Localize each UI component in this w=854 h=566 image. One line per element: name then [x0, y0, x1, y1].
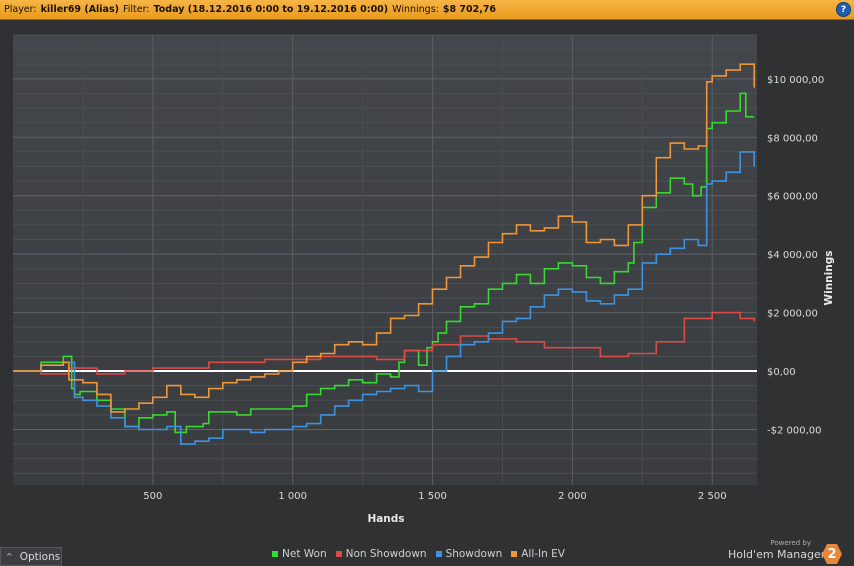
help-icon[interactable]: ? — [837, 3, 850, 16]
player-label: Player: — [4, 4, 37, 15]
legend-label: All-In EV — [521, 548, 565, 560]
legend-item[interactable]: All-In EV — [511, 548, 565, 560]
series-line-showdown — [13, 151, 755, 445]
series-line-net-won — [13, 92, 755, 434]
y-tick-label: $4 000,00 — [767, 250, 818, 261]
plot-area — [13, 35, 757, 485]
info-bar: Player: killer69 (Alias) Filter: Today (… — [0, 0, 854, 20]
legend-swatch — [272, 551, 278, 557]
player-name: killer69 (Alias) — [40, 4, 119, 15]
legend-swatch — [435, 551, 442, 557]
x-axis-title: Hands — [367, 513, 404, 525]
series-line-non-showdown — [13, 311, 755, 375]
x-axis-ticks: 500 1 000 1 500 2 000 2 500 — [143, 491, 726, 502]
x-tick-label: 1 500 — [418, 491, 447, 502]
x-tick-label: 2 500 — [698, 491, 727, 502]
brand-badge-icon: 2 — [822, 544, 842, 564]
filter-value: Today (18.12.2016 0:00 to 19.12.2016 0:0… — [153, 4, 389, 15]
winnings-label: Winnings: — [392, 4, 439, 15]
legend-label: Non Showdown — [345, 548, 427, 560]
chevron-up-icon: ^ — [6, 552, 13, 561]
y-tick-label: -$2 000,00 — [767, 425, 822, 436]
legend-label: Net Won — [282, 548, 327, 560]
series-line-all-in-ev — [13, 63, 755, 413]
y-tick-label: $2 000,00 — [767, 309, 818, 320]
legend-item[interactable]: Non Showdown — [335, 548, 427, 560]
y-axis-ticks: $10 000,00 $8 000,00 $6 000,00 $4 000,00 $2 … — [767, 75, 824, 437]
powered-by-text: Powered by — [770, 539, 811, 547]
y-axis-title: Winnings — [823, 251, 835, 306]
legend: Net Won Non Showdown Showdown All-In EV — [272, 548, 565, 560]
winnings-value: $8 702,76 — [442, 4, 497, 15]
options-label: Options — [19, 550, 61, 563]
y-tick-label: $8 000,00 — [767, 133, 818, 144]
y-tick-label: $10 000,00 — [767, 75, 824, 86]
x-tick-label: 500 — [143, 491, 162, 502]
y-tick-label: $0,00 — [767, 367, 796, 378]
x-tick-label: 2 000 — [558, 491, 587, 502]
footer-bar: ^ Options Net Won Non Showdown Showdown All… — [0, 539, 854, 566]
options-button[interactable]: ^ Options — [0, 547, 62, 566]
series-lines — [13, 63, 755, 445]
legend-swatch — [335, 551, 342, 557]
x-tick-label: 1 000 — [278, 491, 307, 502]
legend-label: Showdown — [445, 548, 503, 560]
filter-label: Filter: — [122, 4, 150, 15]
winnings-graph: $10 000,00 $8 000,00 $6 000,00 $4 000,00 $2 … — [0, 20, 854, 545]
legend-swatch — [511, 551, 518, 557]
legend-item[interactable]: Net Won — [272, 548, 327, 560]
legend-item[interactable]: Showdown — [435, 548, 503, 560]
y-tick-label: $6 000,00 — [767, 192, 818, 203]
brand-logo: Powered by Hold'em Manager 2 — [728, 538, 848, 566]
brand-name: Hold'em Manager — [728, 548, 826, 561]
